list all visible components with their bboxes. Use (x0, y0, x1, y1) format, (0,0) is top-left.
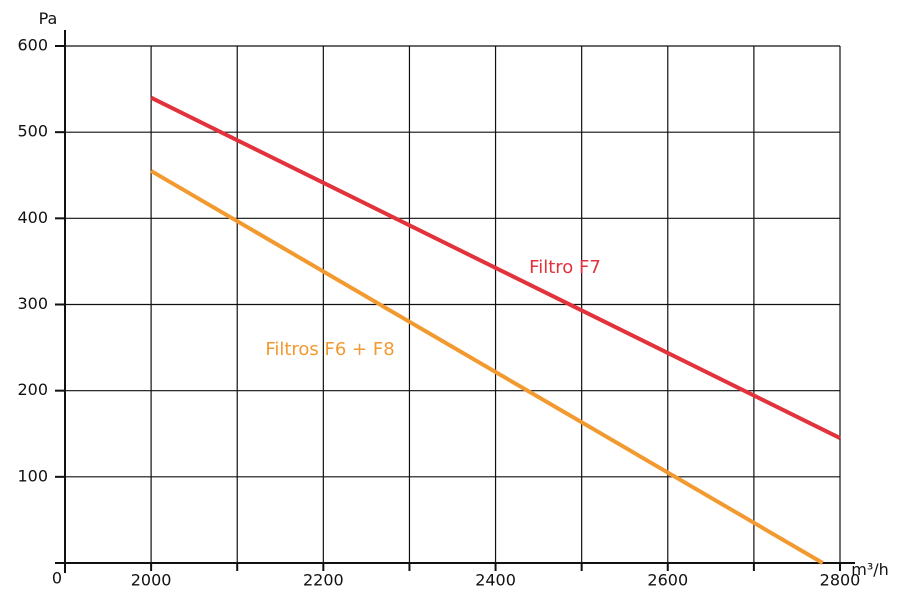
x-tick-label: 2400 (475, 571, 516, 590)
y-tick-label: 500 (17, 122, 48, 141)
x-tick-label: 2000 (131, 571, 172, 590)
y-tick-label: 600 (17, 36, 48, 55)
y-tick-label: 0 (52, 569, 62, 588)
y-tick-label: 200 (17, 380, 48, 399)
x-tick-label: 2600 (647, 571, 688, 590)
y-axis-label: Pa (39, 9, 58, 28)
series-label: Filtros F6 + F8 (265, 339, 394, 360)
y-tick-label: 400 (17, 208, 48, 227)
y-tick-label: 100 (17, 466, 48, 485)
y-tick-label: 300 (17, 294, 48, 313)
x-tick-label: 2800 (820, 571, 861, 590)
series-label: Filtro F7 (529, 257, 601, 278)
x-tick-label: 2200 (303, 571, 344, 590)
series-line (150, 169, 824, 565)
x-axis-label: m³/h (851, 560, 889, 579)
series-line (150, 95, 841, 440)
